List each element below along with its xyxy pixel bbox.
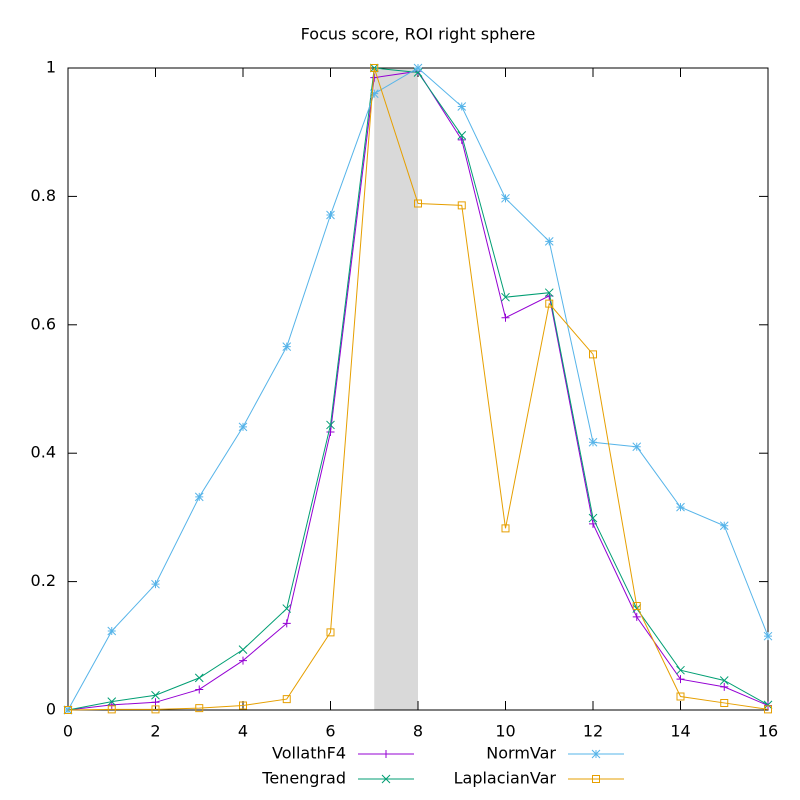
y-tick-label: 0.6 (31, 314, 56, 333)
data-point (632, 442, 642, 452)
data-point (194, 673, 204, 683)
data-point (239, 701, 247, 710)
series-line (67, 67, 769, 711)
data-point (632, 612, 641, 621)
data-point (544, 288, 554, 298)
data-point (764, 705, 772, 714)
data-point (763, 631, 773, 641)
data-point (151, 579, 160, 589)
y-tick-label: 0.2 (31, 571, 56, 590)
data-point (545, 299, 554, 308)
x-tick-label: 16 (758, 722, 778, 741)
y-tick-label: 0 (46, 700, 56, 719)
legend-label: Tenengrad (261, 769, 346, 788)
data-point (501, 313, 510, 322)
data-point (370, 64, 379, 72)
shaded-region (374, 68, 418, 710)
x-tick-label: 12 (583, 722, 603, 741)
data-point (544, 236, 554, 246)
data-point (239, 656, 247, 665)
data-point (151, 690, 160, 700)
data-point (64, 706, 72, 714)
data-point (676, 692, 685, 701)
x-tick-label: 2 (150, 722, 160, 741)
data-point (719, 676, 729, 685)
data-point (413, 63, 423, 73)
data-point (457, 201, 466, 210)
data-point (194, 492, 204, 502)
y-tick-label: 1 (46, 58, 56, 77)
data-point (195, 704, 204, 713)
data-point (326, 628, 335, 637)
x-tick-label: 14 (670, 722, 690, 741)
data-point (326, 428, 335, 437)
data-point (369, 89, 379, 99)
data-point (501, 193, 510, 203)
legend-marker (381, 774, 391, 784)
data-point (457, 131, 467, 140)
legend-label: NormVar (486, 744, 556, 763)
data-point (589, 350, 597, 359)
legend-label: VollathF4 (272, 744, 346, 763)
y-tick-label: 0.4 (31, 443, 56, 462)
data-point (763, 700, 773, 710)
data-point (457, 102, 467, 111)
x-tick-label: 6 (325, 722, 335, 741)
data-point (107, 705, 116, 714)
data-point (107, 626, 117, 636)
data-point (501, 292, 510, 302)
x-tick-label: 4 (238, 722, 248, 741)
chart-title: Focus score, ROI right sphere (301, 25, 536, 44)
data-point (414, 199, 422, 208)
data-point (238, 645, 248, 655)
data-point (588, 437, 598, 447)
x-tick-label: 8 (413, 722, 423, 741)
data-point (107, 697, 117, 707)
data-point (151, 705, 160, 714)
data-point (588, 513, 598, 523)
data-point (719, 521, 729, 531)
data-point (326, 210, 335, 220)
legend-marker (382, 750, 390, 758)
data-point (151, 698, 160, 707)
x-tick-label: 10 (495, 722, 515, 741)
legend-marker (591, 749, 601, 759)
data-point (238, 422, 248, 432)
data-point (676, 675, 685, 684)
data-point (282, 619, 291, 628)
data-point (501, 524, 510, 533)
data-point (676, 502, 685, 512)
y-tick-label: 0.8 (31, 186, 56, 205)
data-point (195, 685, 204, 694)
x-tick-label: 0 (63, 722, 73, 741)
data-point (282, 604, 292, 613)
data-point (720, 698, 729, 707)
legend-label: LaplacianVar (454, 769, 557, 788)
data-point (282, 695, 291, 704)
legend-marker (592, 775, 600, 783)
data-point (632, 601, 641, 610)
data-point (282, 342, 292, 351)
data-point (676, 665, 685, 675)
data-point (720, 682, 729, 691)
data-point (326, 420, 335, 430)
